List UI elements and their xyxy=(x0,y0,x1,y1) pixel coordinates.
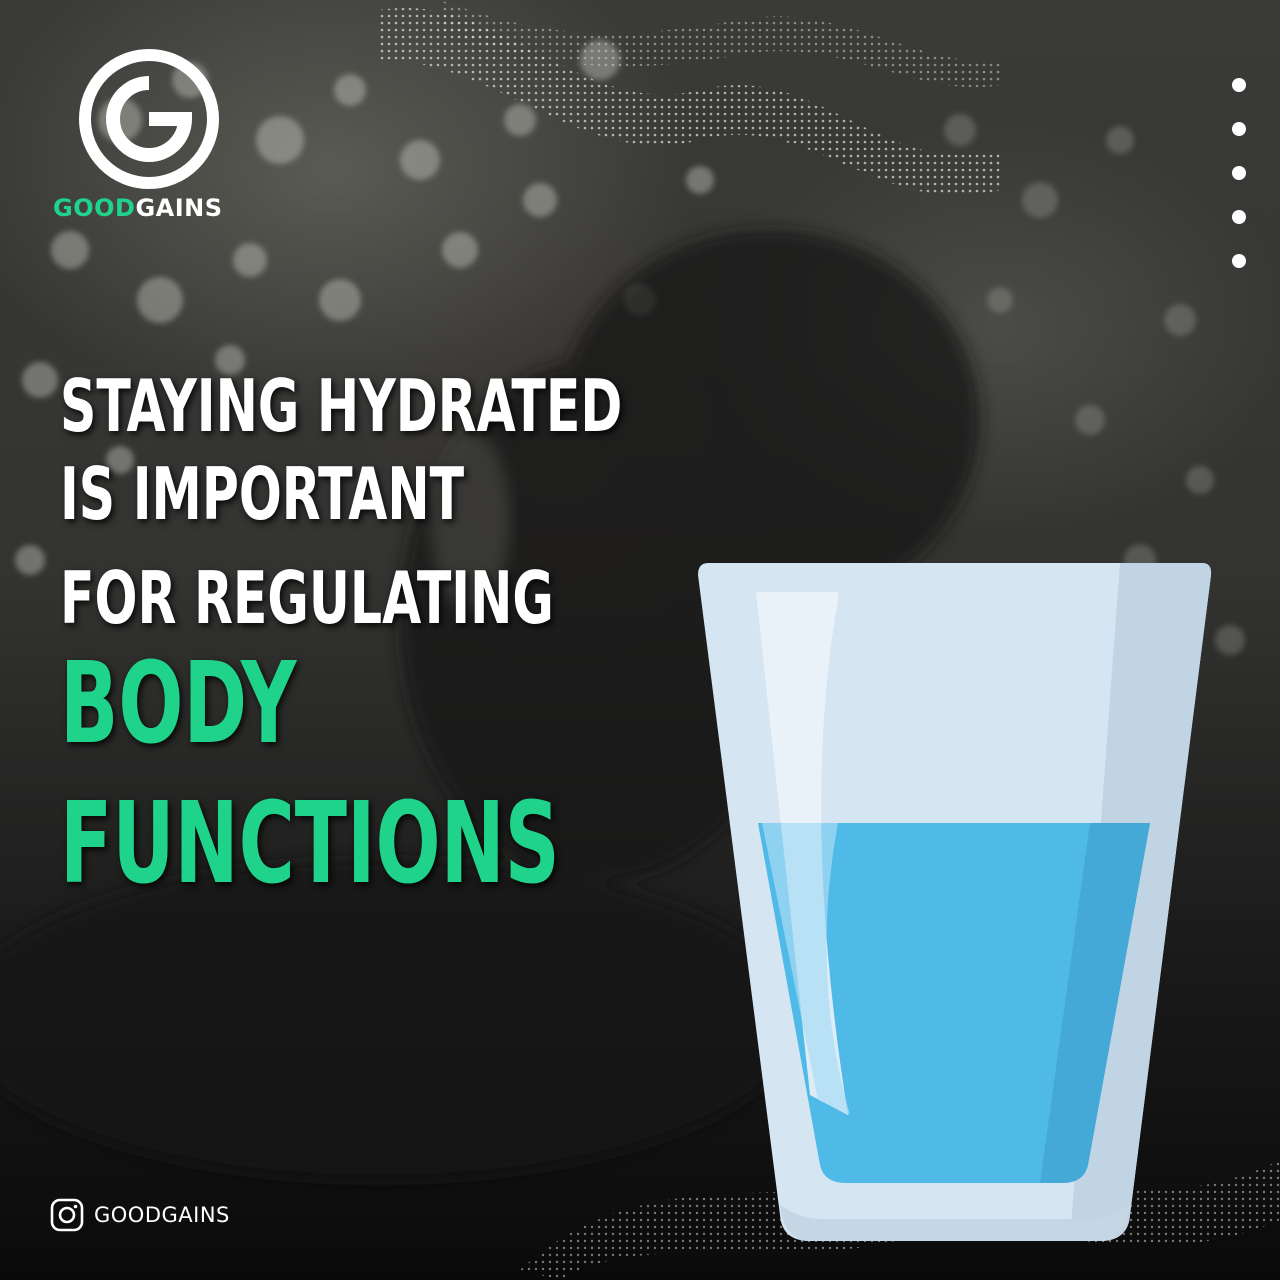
pager-dots xyxy=(1232,78,1246,298)
instagram-icon xyxy=(50,1198,84,1232)
brand-name-gains: GAINS xyxy=(135,194,223,222)
dotted-wave-top xyxy=(380,0,1000,196)
water-glass-icon xyxy=(698,563,1212,1241)
brand-wordmark: GOODGAINS xyxy=(53,194,223,222)
pager-dot xyxy=(1232,122,1246,136)
social-handle[interactable]: GOODGAINS xyxy=(50,1198,230,1232)
headline-line-2: IS IMPORTANT xyxy=(60,452,465,536)
headline-line-3: FOR REGULATING xyxy=(60,556,554,640)
headline-line-5: FUNCTIONS xyxy=(60,779,560,909)
headline-line-4: BODY xyxy=(60,639,297,769)
social-handle-text: GOODGAINS xyxy=(94,1203,230,1227)
pager-dot xyxy=(1232,210,1246,224)
brand-logo-icon xyxy=(79,49,219,189)
headline-line-1: STAYING HYDRATED xyxy=(60,364,623,448)
brand-name-good: GOOD xyxy=(53,194,136,222)
pager-dot xyxy=(1232,254,1246,268)
pager-dot xyxy=(1232,166,1246,180)
pager-dot xyxy=(1232,78,1246,92)
